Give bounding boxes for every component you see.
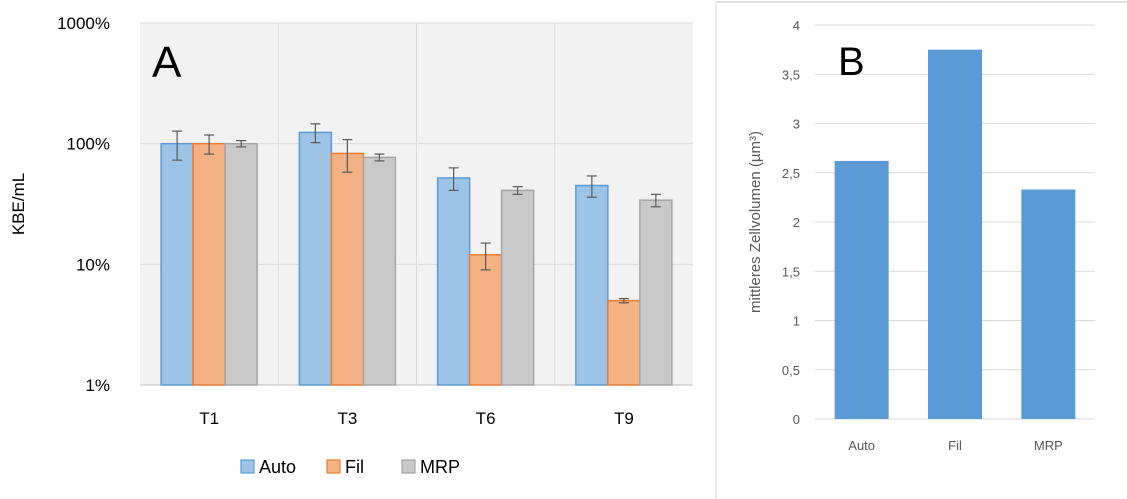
chart-b-x-tick-label: Fil bbox=[948, 438, 962, 453]
chart-b-bar-mrp bbox=[1021, 189, 1076, 419]
chart-a-bar-fil bbox=[330, 152, 365, 386]
chart-b-x-tick-labels: Auto Fil MRP bbox=[848, 438, 1062, 453]
chart-a-y-tick-label: 10% bbox=[76, 255, 110, 274]
chart-a-panel-label: A bbox=[152, 38, 182, 87]
chart-a-y-tick-label: 100% bbox=[67, 135, 110, 154]
chart-b-bars bbox=[834, 49, 1076, 419]
chart-a-bar-auto bbox=[436, 177, 471, 386]
chart-a-bar-fil bbox=[607, 299, 641, 386]
chart-a-bar-fil bbox=[468, 254, 503, 386]
chart-b: 0 0,5 1 1,5 2 2,5 3 3,5 4 Auto Fil MRP B mittleres… bbox=[747, 18, 1095, 453]
chart-a-legend-swatch-auto bbox=[240, 459, 255, 474]
chart-a-y-tick-labels: 1% 10% 100% 1000% bbox=[57, 14, 110, 395]
chart-a-bars bbox=[160, 123, 673, 386]
chart-a-bar-mrp bbox=[362, 156, 397, 386]
chart-a-x-tick-labels: T1 T3 T6 T9 bbox=[199, 409, 634, 428]
chart-b-y-tick-label: 2 bbox=[793, 215, 800, 230]
chart-b-y-tick-label: 0 bbox=[793, 412, 800, 427]
chart-a-y-tick-label: 1% bbox=[85, 376, 110, 395]
chart-a-y-axis-label: KBE/mL bbox=[9, 173, 28, 235]
chart-b-y-tick-labels: 0 0,5 1 1,5 2 2,5 3 3,5 4 bbox=[782, 18, 800, 427]
chart-b-y-tick-label: 3,5 bbox=[782, 67, 800, 82]
chart-b-y-tick-label: 3 bbox=[793, 117, 800, 132]
chart-b-y-tick-label: 0,5 bbox=[782, 363, 800, 378]
chart-a-bar-auto bbox=[160, 142, 194, 386]
chart-b-y-tick-label: 1 bbox=[793, 314, 800, 329]
chart-a-y-tick-label: 1000% bbox=[57, 14, 110, 33]
chart-b-x-tick-label: Auto bbox=[848, 438, 875, 453]
chart-b-y-tick-label: 2,5 bbox=[782, 166, 800, 181]
chart-b-y-axis-label: mittleres Zellvolumen (µm³) bbox=[747, 131, 764, 313]
chart-a-legend-swatch-mrp bbox=[401, 459, 416, 474]
chart-a-bar-auto bbox=[575, 184, 609, 386]
chart-b-bar-auto bbox=[834, 160, 889, 419]
chart-b-bar-fil bbox=[928, 49, 982, 419]
chart-b-x-tick-label: MRP bbox=[1034, 438, 1063, 453]
chart-a-legend: Auto Fil MRP bbox=[240, 457, 460, 477]
chart-a-legend-label-fil: Fil bbox=[345, 457, 364, 477]
chart-a-x-tick-label: T3 bbox=[337, 409, 357, 428]
chart-a: 1% 10% 100% 1000% T1 T3 T6 T9 A KBE/mL Auto Fil… bbox=[9, 14, 693, 477]
chart-a-bar-mrp bbox=[224, 142, 258, 386]
chart-b-y-tick-label: 4 bbox=[793, 18, 800, 33]
chart-a-x-tick-label: T9 bbox=[614, 409, 634, 428]
chart-a-bar-mrp bbox=[639, 199, 673, 386]
chart-a-bar-auto bbox=[298, 131, 333, 386]
chart-a-x-tick-label: T1 bbox=[199, 409, 219, 428]
chart-a-legend-swatch-fil bbox=[326, 459, 341, 474]
chart-a-legend-label-mrp: MRP bbox=[420, 457, 460, 477]
chart-a-bar-mrp bbox=[500, 189, 535, 386]
chart-a-bar-fil bbox=[192, 142, 226, 386]
chart-a-legend-label-auto: Auto bbox=[259, 457, 296, 477]
chart-a-x-tick-label: T6 bbox=[476, 409, 496, 428]
chart-b-panel-label: B bbox=[838, 40, 865, 84]
chart-b-y-tick-label: 1,5 bbox=[782, 264, 800, 279]
